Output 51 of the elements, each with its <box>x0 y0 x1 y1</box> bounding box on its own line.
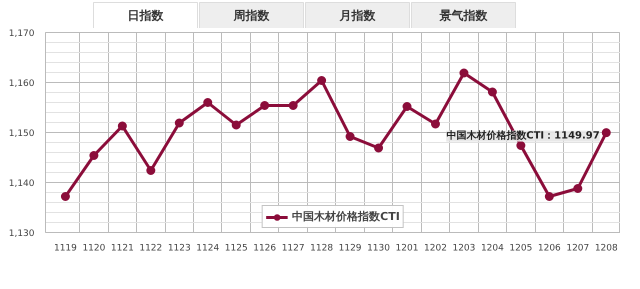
y-tick-label: 1,170 <box>8 29 35 39</box>
x-tick-label: 1124 <box>196 244 220 254</box>
point <box>317 76 326 85</box>
x-tick-label: 1121 <box>110 244 134 254</box>
point <box>146 166 156 175</box>
x-tick-label: 1123 <box>168 244 191 254</box>
y-tick-label: 1,150 <box>8 129 35 139</box>
x-tick-label: 1129 <box>338 244 362 254</box>
point <box>346 132 355 141</box>
point <box>89 151 98 160</box>
point <box>232 120 241 130</box>
text: 月指数 <box>338 8 376 22</box>
text: 周指数 <box>232 8 270 22</box>
point <box>118 122 127 130</box>
point <box>60 192 70 201</box>
text: 景气指数 <box>438 8 488 22</box>
point <box>402 102 412 111</box>
x-tick-label: 1206 <box>538 244 562 254</box>
point <box>374 144 384 152</box>
text: 日指数 <box>128 8 164 22</box>
point <box>288 101 298 110</box>
x-tick-label: 1202 <box>424 244 447 254</box>
y-tick-label: 1,160 <box>8 79 35 89</box>
point <box>174 118 184 128</box>
point <box>459 68 468 78</box>
point <box>203 98 212 107</box>
point <box>602 128 611 138</box>
point <box>430 120 440 128</box>
x-tick-label: 1122 <box>139 244 162 254</box>
x-tick-label: 1207 <box>566 244 590 254</box>
x-tick-label: 1126 <box>253 244 276 254</box>
x-tick-label: 1130 <box>367 244 390 254</box>
x-tick-label: 1204 <box>480 244 504 254</box>
point <box>544 192 554 201</box>
y-tick-label: 1,130 <box>8 229 35 239</box>
x-tick-label: 1119 <box>54 244 78 254</box>
point <box>573 184 582 193</box>
x-tick-label: 1120 <box>82 244 106 254</box>
point <box>516 141 526 150</box>
x-tick-label: 1203 <box>452 244 476 254</box>
annotation: 中国木材价格指数CTI：1149.97 <box>446 130 600 142</box>
x-tick-label: 1128 <box>310 244 334 254</box>
x-tick-label: 1127 <box>282 244 305 254</box>
x-tick-label: 1208 <box>594 244 618 254</box>
x-tick-label: 1125 <box>224 244 248 254</box>
point <box>488 88 497 96</box>
y-tick-label: 1,140 <box>8 179 35 189</box>
legend-label: 中国木材价格指数CTI <box>292 209 400 224</box>
x-tick-label: 1201 <box>396 244 418 254</box>
point <box>260 101 270 110</box>
x-tick-label: 1205 <box>509 244 532 254</box>
